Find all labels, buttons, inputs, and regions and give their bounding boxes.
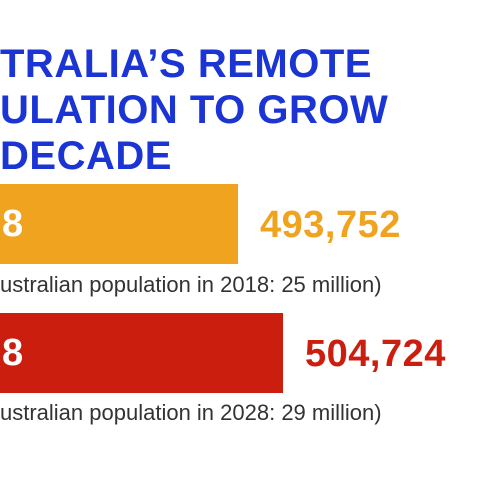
population-note-2018: ustralian population in 2018: 25 million… bbox=[0, 272, 382, 297]
population-note-2028: ustralian population in 2028: 29 million… bbox=[0, 400, 382, 425]
chart-title-line-3: DECADE bbox=[0, 134, 172, 178]
bar-label-2018: 8 bbox=[2, 203, 24, 245]
chart-title-line-1: TRALIA’S REMOTE bbox=[0, 42, 372, 86]
value-label-2028: 504,724 bbox=[305, 333, 446, 375]
value-label-2018: 493,752 bbox=[260, 204, 401, 246]
chart-title-line-2: ULATION TO GROW bbox=[0, 88, 389, 132]
bar-2018: 8 bbox=[0, 184, 238, 264]
bar-2028: 8 bbox=[0, 313, 283, 393]
bar-label-2028: 8 bbox=[2, 332, 24, 374]
